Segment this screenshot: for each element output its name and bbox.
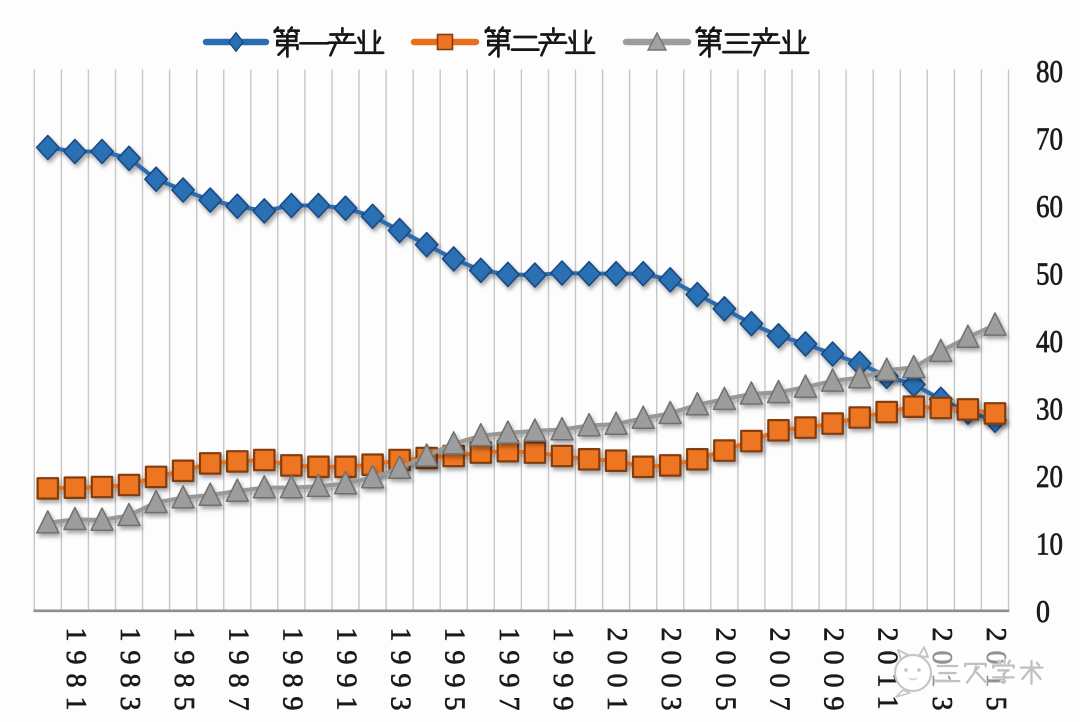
svg-text:1991: 1991	[331, 628, 362, 720]
svg-text:2007: 2007	[764, 628, 795, 720]
svg-text:60: 60	[1036, 188, 1063, 224]
svg-text:1989: 1989	[276, 628, 307, 720]
svg-text:30: 30	[1036, 391, 1063, 427]
svg-text:40: 40	[1036, 323, 1063, 359]
svg-text:20: 20	[1036, 458, 1063, 494]
svg-text:1983: 1983	[114, 628, 145, 720]
svg-text:1997: 1997	[493, 628, 524, 720]
svg-text:1995: 1995	[439, 628, 470, 720]
svg-text:1993: 1993	[385, 628, 416, 720]
svg-text:1999: 1999	[547, 628, 578, 720]
svg-text:50: 50	[1036, 256, 1063, 292]
svg-text:80: 80	[1036, 53, 1063, 89]
svg-text:2011: 2011	[872, 628, 903, 719]
svg-text:10: 10	[1036, 526, 1063, 562]
svg-text:70: 70	[1036, 121, 1063, 157]
svg-text:2001: 2001	[601, 628, 632, 720]
svg-text:2009: 2009	[818, 628, 849, 720]
svg-text:2005: 2005	[709, 628, 740, 720]
svg-text:1987: 1987	[222, 628, 253, 720]
svg-text:1985: 1985	[168, 628, 199, 720]
svg-text:1981: 1981	[60, 628, 91, 720]
svg-text:2003: 2003	[655, 628, 686, 720]
svg-text:0: 0	[1036, 593, 1050, 629]
